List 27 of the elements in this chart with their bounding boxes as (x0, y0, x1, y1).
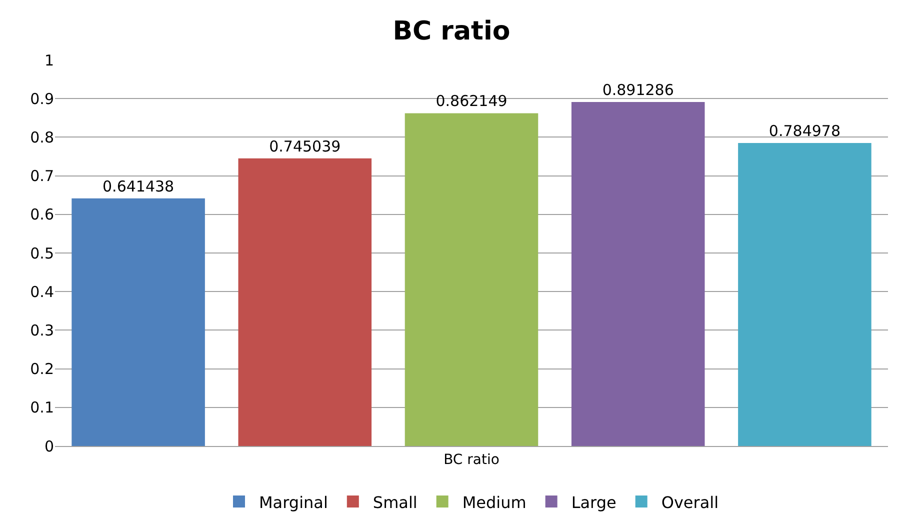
legend-label: Small (372, 492, 418, 512)
y-tick-label: 0 (44, 437, 54, 456)
y-tick-label: 0.1 (30, 398, 54, 417)
y-tick-label: 1 (44, 51, 54, 70)
y-tick-label: 0.3 (30, 321, 54, 340)
bar (72, 198, 205, 446)
y-tick-label: 0.6 (30, 206, 54, 224)
legend-label: Marginal (259, 492, 328, 512)
y-tick-label: 0.9 (30, 90, 54, 108)
data-label: 0.641438 (102, 177, 174, 196)
y-tick-label: 0.5 (30, 244, 54, 262)
data-label: 0.745039 (269, 137, 341, 156)
y-tick-label: 0.4 (30, 282, 54, 301)
y-tick-label: 0.7 (30, 167, 54, 186)
data-label: 0.784978 (768, 122, 840, 140)
legend-label: Overall (661, 492, 719, 512)
data-label: 0.891286 (602, 80, 674, 99)
bar (738, 143, 872, 446)
legend-label: Medium (462, 492, 526, 512)
bar (571, 102, 705, 446)
bar (238, 158, 372, 446)
legend-label: Large (571, 492, 616, 512)
y-tick-label: 0.8 (30, 128, 54, 146)
bar (404, 113, 538, 446)
chart-title: BC ratio (392, 16, 510, 46)
y-tick-label: 0.2 (30, 360, 54, 378)
data-label: 0.862149 (436, 92, 508, 110)
